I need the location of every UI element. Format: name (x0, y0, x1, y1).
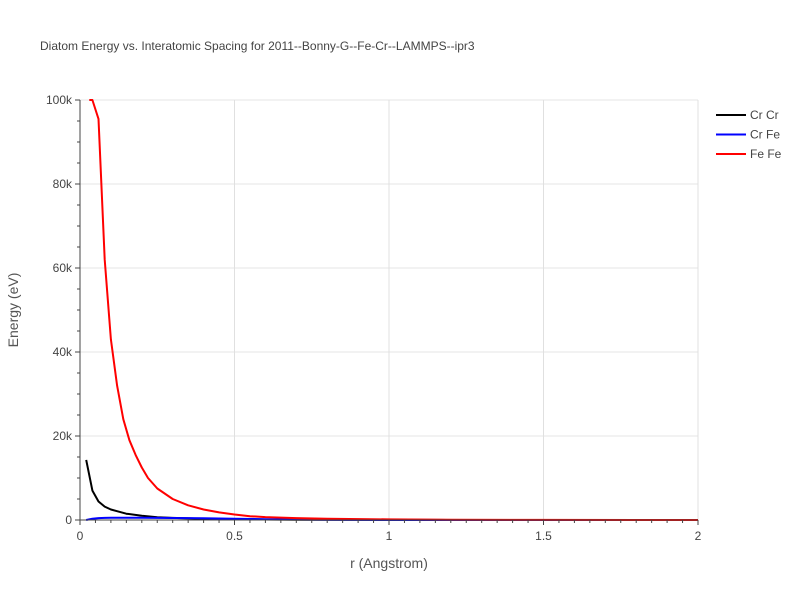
chart-title: Diatom Energy vs. Interatomic Spacing fo… (40, 39, 475, 53)
legend-item-cr-cr[interactable]: Cr Cr (716, 108, 779, 122)
legend-label: Fe Fe (750, 147, 782, 161)
x-axis-title: r (Angstrom) (350, 555, 428, 571)
y-axis-title: Energy (eV) (5, 273, 21, 348)
x-tick-label: 1 (386, 529, 393, 543)
y-tick-label: 40k (53, 345, 73, 359)
legend-item-fe-fe[interactable]: Fe Fe (716, 147, 782, 161)
series-line-fe-fe (89, 99, 698, 521)
legend-label: Cr Cr (750, 108, 779, 122)
y-tick-label: 60k (53, 261, 73, 275)
legend-label: Cr Fe (750, 128, 780, 142)
y-tick-label: 80k (53, 177, 73, 191)
legend[interactable]: Cr Cr Cr Fe Fe Fe (716, 108, 782, 161)
y-tick-label: 20k (53, 429, 73, 443)
x-tick-label: 1.5 (535, 529, 552, 543)
x-tick-label: 0 (77, 529, 84, 543)
axes: 0 20k 40k 60k 80k 100k 0 0.5 1 1.5 2 (46, 93, 702, 543)
y-tick-label: 0 (65, 513, 72, 527)
grid (80, 99, 699, 520)
y-tick-label: 100k (46, 93, 73, 107)
x-tick-label: 2 (695, 529, 702, 543)
x-tick-label: 0.5 (226, 529, 243, 543)
legend-item-cr-fe[interactable]: Cr Fe (716, 128, 780, 142)
